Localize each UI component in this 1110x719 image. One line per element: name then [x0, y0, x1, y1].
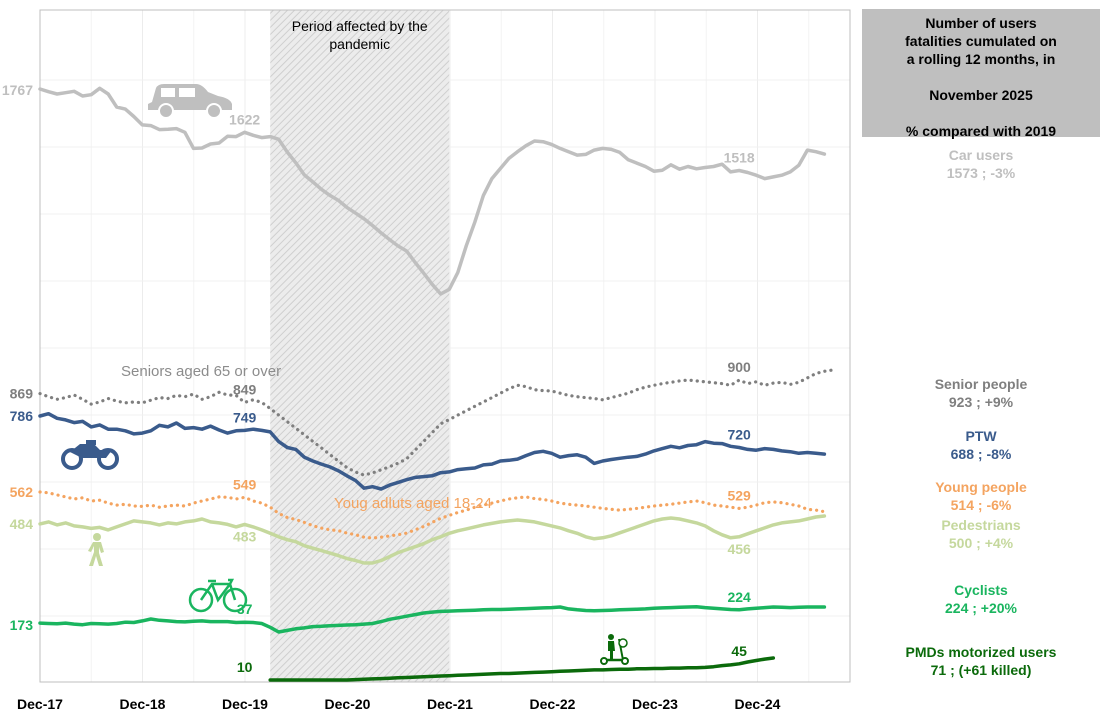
- data-label-ped: 456: [727, 541, 751, 557]
- legend-senior: Senior people 923 ; +9%: [862, 375, 1100, 411]
- info-spacer-2: [862, 104, 1100, 122]
- series-young: [38, 490, 827, 540]
- data-label-young: 562: [10, 484, 34, 500]
- series-cyc: [38, 604, 827, 634]
- legend-ped-value: 500 ; +4%: [948, 535, 1014, 551]
- scooter-icon: [600, 634, 629, 665]
- data-label-ptw: 720: [727, 426, 751, 442]
- legend-young: Young people 514 ; -6%: [862, 478, 1100, 514]
- data-label-ptw: 749: [233, 409, 257, 425]
- data-label-senior: 849: [233, 381, 257, 397]
- data-label-ped: 483: [233, 528, 257, 544]
- x-tick-label: Dec-19: [222, 696, 268, 712]
- car-icon: [148, 84, 232, 119]
- data-label-car: 1767: [2, 82, 33, 98]
- legend-pmd: PMDs motorized users 71 ; (+61 killed): [862, 643, 1100, 679]
- legend-young-name: Young people: [935, 479, 1027, 495]
- pandemic-label: Period affected by the: [292, 18, 428, 34]
- legend-ptw: PTW 688 ; -8%: [862, 427, 1100, 463]
- plot-frame: [39, 9, 851, 683]
- info-line-2: fatalities cumulated on: [905, 33, 1057, 49]
- series-car: [38, 86, 827, 296]
- x-tick-label: Dec-20: [325, 696, 371, 712]
- bicycle-icon: [188, 578, 248, 613]
- legend-senior-value: 923 ; +9%: [948, 394, 1014, 410]
- legend-car-value: 1573 ; -3%: [946, 165, 1016, 181]
- data-labels: 1767 1622 1518 869 849 900 786 749 720 562 549 529 4…: [2, 82, 755, 675]
- pedestrian-icon: [88, 533, 104, 566]
- series-ptw: [38, 411, 827, 491]
- legend-ptw-name: PTW: [965, 428, 997, 444]
- x-tick-label: Dec-24: [735, 696, 781, 712]
- x-tick-label: Dec-17: [17, 696, 63, 712]
- info-line-5: % compared with 2019: [905, 123, 1057, 139]
- motorcycle-icon: [61, 440, 119, 470]
- legend-pmd-name: PMDs motorized users: [905, 644, 1057, 660]
- data-label-senior: 900: [727, 359, 751, 375]
- data-label-cyc: 173: [10, 617, 34, 633]
- legend-pmd-value: 71 ; (+61 killed): [930, 662, 1032, 678]
- data-label-senior: 869: [10, 386, 34, 402]
- x-tick-label: Dec-21: [427, 696, 473, 712]
- legend-car: Car users 1573 ; -3%: [862, 146, 1100, 182]
- legend-cyc: Cyclists 224 ; +20%: [862, 581, 1100, 617]
- legend-senior-name: Senior people: [934, 376, 1028, 392]
- legend-ped-name: Pedestrians: [941, 517, 1021, 533]
- info-spacer: [862, 68, 1100, 86]
- data-label-car: 1622: [229, 111, 260, 127]
- legend-ptw-value: 688 ; -8%: [950, 446, 1012, 462]
- pandemic-period-band: [270, 10, 450, 682]
- legend-car-name: Car users: [948, 147, 1014, 163]
- x-tick-label: Dec-22: [530, 696, 576, 712]
- pandemic-label-line2: pandemic: [329, 36, 390, 52]
- info-box: Number of users fatalities cumulated on …: [862, 9, 1100, 139]
- series-pmd: [268, 656, 776, 682]
- x-tick-label: Dec-18: [120, 696, 166, 712]
- series-ped: [38, 514, 827, 565]
- line-chart: Period affected by the pandemic 1767 1622…: [2, 9, 851, 712]
- series-senior: [38, 368, 835, 477]
- legend-cyc-value: 224 ; +20%: [945, 600, 1017, 616]
- x-axis-ticks: Dec-17 Dec-18 Dec-19 Dec-20 Dec-21 Dec-22 Dec-…: [17, 696, 781, 712]
- data-label-car: 1518: [724, 150, 755, 166]
- annotation-seniors: Seniors aged 65 or over: [121, 363, 281, 380]
- data-label-young: 529: [727, 487, 751, 503]
- data-label-ptw: 786: [10, 408, 34, 424]
- data-label-pmd: 45: [731, 643, 747, 659]
- info-line-3: a rolling 12 months, in: [906, 51, 1056, 67]
- legend-cyc-name: Cyclists: [954, 582, 1008, 598]
- series-layer: [38, 86, 835, 682]
- info-line-1: Number of users: [925, 15, 1037, 31]
- legend-young-value: 514 ; -6%: [950, 497, 1012, 513]
- data-label-pmd: 10: [237, 659, 253, 675]
- annotation-young: Youg adluts aged 18-24: [334, 495, 492, 512]
- info-line-4: November 2025: [929, 87, 1033, 103]
- data-label-cyc: 37: [237, 601, 253, 617]
- data-label-cyc: 224: [727, 589, 751, 605]
- data-label-young: 549: [233, 476, 257, 492]
- legend-ped: Pedestrians 500 ; +4%: [862, 516, 1100, 552]
- x-tick-label: Dec-23: [632, 696, 678, 712]
- data-label-ped: 484: [10, 516, 34, 532]
